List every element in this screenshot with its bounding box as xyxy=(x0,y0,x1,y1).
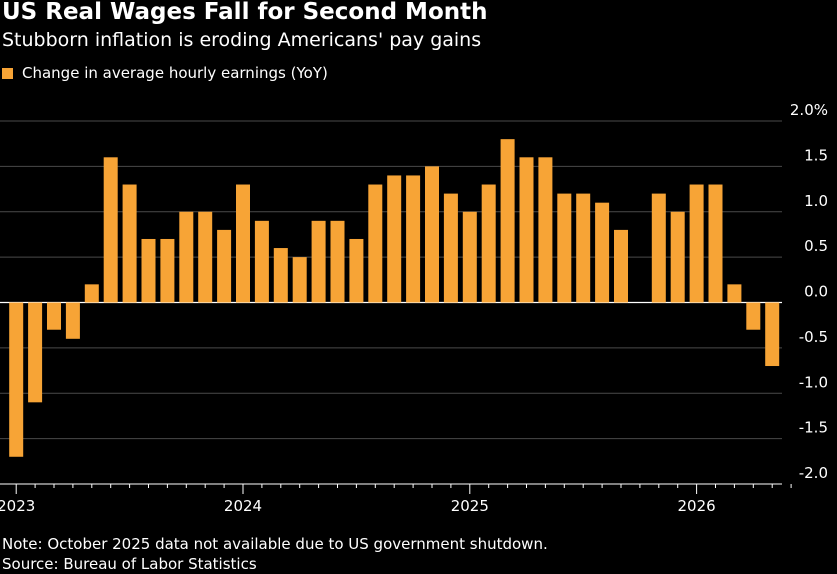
y-tick-label: 1.0 xyxy=(804,192,828,210)
bar xyxy=(292,257,307,303)
x-tick-label: 2024 xyxy=(224,497,262,515)
bar xyxy=(84,284,99,303)
y-tick-label: 2.0% xyxy=(790,101,828,119)
bar xyxy=(727,284,742,303)
bar xyxy=(9,302,24,457)
bar xyxy=(330,220,345,303)
bar xyxy=(103,157,118,303)
bar xyxy=(614,229,628,303)
bar xyxy=(349,238,364,303)
y-tick-label: 0.5 xyxy=(804,237,828,255)
chart-title: US Real Wages Fall for Second Month xyxy=(2,0,488,25)
bar xyxy=(141,238,156,303)
bar xyxy=(47,302,61,330)
chart-legend: Change in average hourly earnings (YoY) xyxy=(2,63,328,83)
bar xyxy=(425,166,439,303)
bar xyxy=(311,220,326,303)
bar xyxy=(254,220,269,303)
bar xyxy=(689,184,704,303)
bar xyxy=(122,184,137,303)
x-tick-label: 2026 xyxy=(678,497,716,515)
bar xyxy=(538,157,553,303)
y-tick-label: -2.0 xyxy=(799,464,828,482)
bar xyxy=(236,184,250,303)
y-tick-label: -0.5 xyxy=(799,328,828,346)
bar xyxy=(481,184,496,303)
bar xyxy=(557,193,572,303)
y-tick-label: 0.0 xyxy=(804,283,828,301)
bar xyxy=(217,229,232,303)
bar xyxy=(368,184,383,303)
bar xyxy=(443,193,458,303)
chart-subtitle: Stubborn inflation is eroding Americans'… xyxy=(2,29,482,51)
y-tick-label: 1.5 xyxy=(804,146,828,164)
bar xyxy=(462,211,477,303)
bar xyxy=(28,302,43,403)
bar xyxy=(746,302,761,330)
bar xyxy=(406,175,421,303)
bar xyxy=(65,302,80,339)
bar xyxy=(500,139,515,303)
bar xyxy=(519,157,534,303)
bar xyxy=(670,211,685,303)
legend-label: Change in average hourly earnings (YoY) xyxy=(22,64,328,82)
bar xyxy=(273,248,288,303)
source-note: Source: Bureau of Labor Statistics xyxy=(2,555,257,573)
bar xyxy=(765,302,780,367)
y-tick-label: -1.5 xyxy=(799,419,828,437)
bar xyxy=(160,238,175,303)
bar xyxy=(595,202,610,303)
x-tick-label: 2025 xyxy=(451,497,489,515)
x-tick-label: 2023 xyxy=(0,497,35,515)
bar xyxy=(576,193,591,303)
bar xyxy=(198,211,213,303)
bar xyxy=(387,175,402,303)
bar xyxy=(179,211,194,303)
legend-swatch xyxy=(2,67,13,79)
bar xyxy=(708,184,723,303)
bar xyxy=(651,193,666,303)
y-tick-label: -1.0 xyxy=(799,373,828,391)
footnote: Note: October 2025 data not available du… xyxy=(2,535,548,553)
